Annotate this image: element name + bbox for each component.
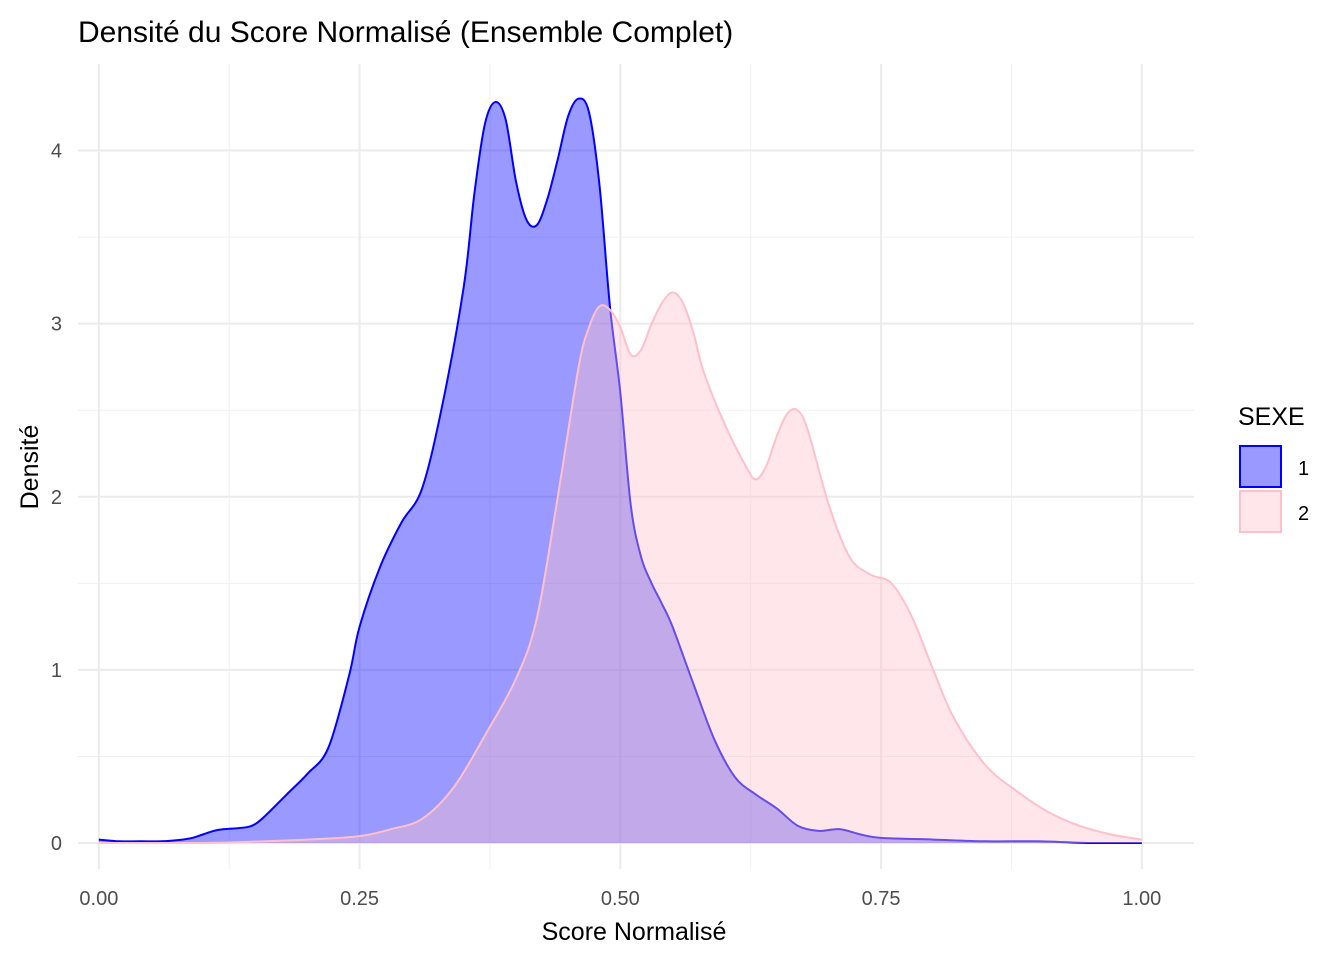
density-line-series-2 — [98, 291, 1143, 845]
density-area-series-2 — [98, 292, 1142, 844]
series-layer — [98, 97, 1143, 845]
x-tick-label: 1.00 — [1122, 888, 1161, 910]
legend-title: SEXE — [1238, 403, 1305, 431]
y-tick-label: 0 — [51, 833, 62, 855]
x-tick-label: 0.75 — [862, 888, 901, 910]
legend-label-series-1: 1 — [1298, 458, 1309, 480]
x-axis-label: Score Normalisé — [542, 918, 727, 946]
y-tick-label: 2 — [51, 487, 62, 509]
legend-label-series-2: 2 — [1298, 503, 1309, 525]
tick-labels: 0.00 0.25 0.50 0.75 1.00 0 1 2 3 4 — [51, 141, 1161, 910]
legend: SEXE 1 2 — [1238, 403, 1309, 533]
density-area-series-1 — [98, 98, 1142, 844]
legend-key-series-1 — [1239, 445, 1282, 488]
grid — [78, 64, 1194, 869]
y-tick-label: 1 — [51, 660, 62, 682]
x-tick-label: 0.25 — [340, 888, 379, 910]
density-line-series-1 — [98, 97, 1142, 845]
y-tick-label: 3 — [51, 314, 62, 336]
x-tick-label: 0.00 — [79, 888, 118, 910]
legend-key-series-2 — [1239, 490, 1282, 533]
chart-title: Densité du Score Normalisé (Ensemble Com… — [78, 16, 733, 49]
y-tick-label: 4 — [51, 141, 62, 163]
x-tick-label: 0.50 — [601, 888, 640, 910]
y-axis-label: Densité — [16, 425, 44, 510]
